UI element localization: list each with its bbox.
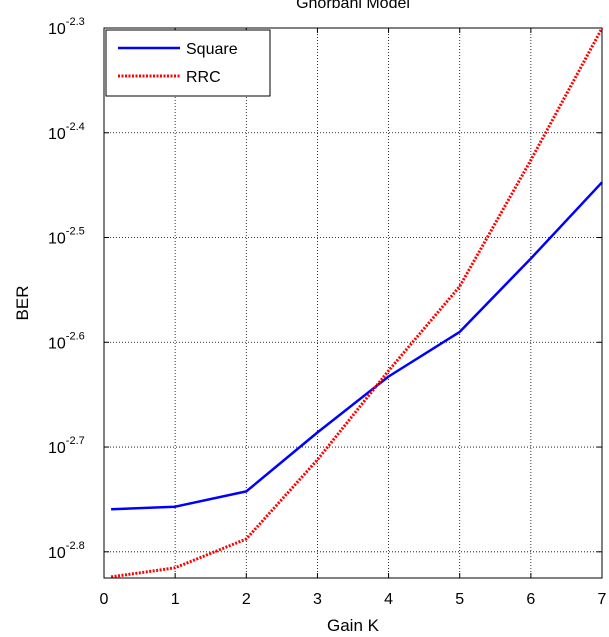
x-tick-label: 1 <box>171 591 180 608</box>
y-axis-label: BER <box>13 286 32 321</box>
x-tick-label: 6 <box>526 591 535 608</box>
legend-label-square: Square <box>186 41 238 58</box>
legend-box <box>105 29 271 97</box>
y-tick-label: 10-2.7 <box>48 435 85 457</box>
y-tick-base: 10 <box>48 440 66 457</box>
x-axis-ticks: 0 1 2 3 4 5 6 7 <box>100 28 607 608</box>
y-tick-base: 10 <box>48 21 66 38</box>
y-tick-exponent: -2.8 <box>66 540 85 552</box>
x-tick-label: 3 <box>313 591 322 608</box>
y-tick-base: 10 <box>48 231 66 248</box>
y-axis-ticks: 10-2.310-2.410-2.510-2.610-2.710-2.8 <box>48 16 602 562</box>
legend: Square RRC <box>105 29 271 97</box>
series-line-square <box>111 181 603 511</box>
series-line-rrc <box>110 27 604 579</box>
y-tick-label: 10-2.6 <box>48 330 85 352</box>
grid-lines <box>103 27 603 578</box>
y-tick-base: 10 <box>48 335 66 352</box>
x-axis-label: Gain K <box>327 616 380 635</box>
x-tick-label: 5 <box>455 591 464 608</box>
y-tick-label: 10-2.5 <box>48 226 85 248</box>
y-tick-exponent: -2.6 <box>66 330 85 342</box>
y-tick-label: 10-2.3 <box>48 16 85 38</box>
x-tick-label: 2 <box>242 591 251 608</box>
series-lines <box>110 27 604 579</box>
y-tick-exponent: -2.3 <box>66 16 85 28</box>
y-tick-base: 10 <box>48 126 66 143</box>
y-tick-exponent: -2.7 <box>66 435 85 447</box>
y-tick-exponent: -2.4 <box>66 121 85 133</box>
x-tick-label: 4 <box>384 591 393 608</box>
y-tick-label: 10-2.8 <box>48 540 85 562</box>
x-tick-label: 0 <box>100 591 109 608</box>
y-tick-label: 10-2.4 <box>48 121 85 143</box>
x-tick-label: 7 <box>598 591 607 608</box>
y-tick-exponent: -2.5 <box>66 226 85 238</box>
y-tick-base: 10 <box>48 545 66 562</box>
legend-label-rrc: RRC <box>186 69 221 86</box>
chart-title: Ghorbani Model <box>296 0 410 12</box>
plot-frame <box>103 27 603 579</box>
